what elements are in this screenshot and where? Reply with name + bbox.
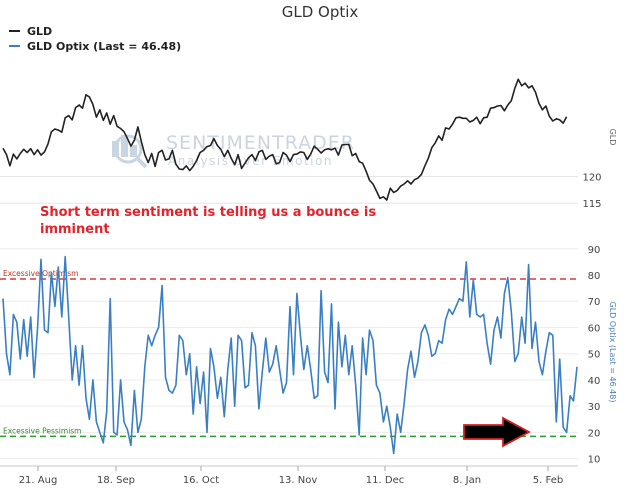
- watermark-logo-bar: [121, 135, 128, 157]
- annotation-line-1: Short term sentiment is telling us a bou…: [40, 205, 376, 220]
- price-tick-label: 120: [582, 172, 601, 183]
- optix-tick-label: 30: [588, 402, 601, 413]
- chart-title: GLD Optix: [282, 3, 359, 21]
- optix-tick-label: 90: [588, 245, 601, 256]
- price-tick-label: 115: [582, 199, 601, 210]
- optix-grid: [0, 248, 578, 460]
- excessive-pessimism-label: Excessive Pessimism: [3, 426, 82, 435]
- optix-tick-label: 60: [588, 323, 601, 334]
- legend[interactable]: GLD GLD Optix (Last = 46.48): [9, 25, 181, 53]
- optix-tick-label: 70: [588, 297, 601, 308]
- x-axis: 21. Aug 18. Sep 16. Oct 13. Nov 11. Dec 8. Ja…: [19, 466, 563, 486]
- optix-y-axis: 10 20 30 40 50 60 70 80 90: [588, 245, 601, 466]
- gld-optix-line: [2, 255, 578, 455]
- optix-tick-label: 10: [588, 455, 601, 466]
- watermark: SENTIMENTRADER Analysis over Emotion: [112, 132, 355, 169]
- annotation-line-2: imminent: [40, 222, 110, 237]
- optix-tick-label: 40: [588, 376, 601, 387]
- magnifier-icon: [113, 134, 143, 164]
- right-arrow-icon: [463, 416, 531, 448]
- watermark-tagline: Analysis over Emotion: [168, 154, 333, 168]
- x-tick-label: 11. Dec: [366, 475, 404, 486]
- x-tick-label: 21. Aug: [19, 475, 58, 486]
- price-y-axis: 115 120: [582, 172, 601, 210]
- magnifier-handle: [135, 156, 148, 169]
- x-tick-label: 8. Jan: [453, 475, 481, 486]
- optix-tick-label: 20: [588, 428, 601, 439]
- legend-label-gld[interactable]: GLD: [27, 25, 52, 38]
- watermark-brand: SENTIMENTRADER: [166, 132, 355, 154]
- gld-price-line: [2, 78, 568, 201]
- optix-tick-label: 50: [588, 350, 601, 361]
- x-tick-label: 5. Feb: [533, 475, 563, 486]
- optix-axis-label: GLD Optix (Last = 46.48): [608, 302, 617, 403]
- watermark-logo-bar: [130, 145, 137, 157]
- x-tick-label: 13. Nov: [279, 475, 318, 486]
- optix-tick-label: 80: [588, 271, 601, 282]
- price-grid: [0, 175, 578, 204]
- x-tick-label: 16. Oct: [183, 475, 219, 486]
- price-axis-label: GLD: [608, 129, 617, 146]
- x-tick-label: 18. Sep: [97, 475, 135, 486]
- legend-label-optix[interactable]: GLD Optix (Last = 46.48): [27, 40, 181, 53]
